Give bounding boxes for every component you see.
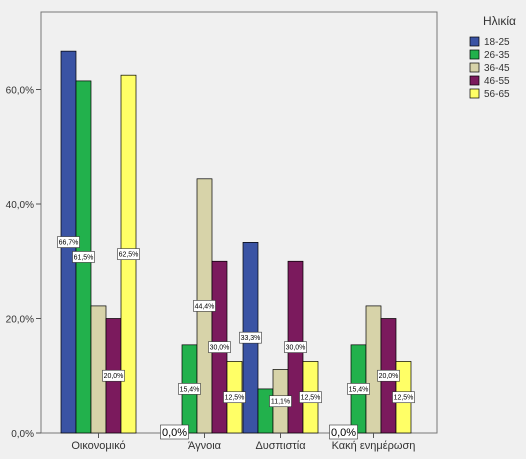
data-label-box [102, 369, 125, 382]
data-label-46-55-1: 20,0% [102, 369, 125, 382]
data-label-56-65-1: 62,5% [117, 248, 140, 260]
bars-layer [60, 50, 412, 434]
data-label-text: 0,0% [331, 427, 356, 439]
legend-swatch [469, 75, 480, 86]
legend-label: 36-45 [484, 63, 510, 74]
data-label-36-45-3: 11,1% [269, 395, 292, 408]
data-label-text: 66,7% [59, 240, 79, 247]
data-label-text: 15,4% [180, 386, 200, 393]
data-label-box [117, 248, 140, 260]
data-label-box [269, 395, 292, 408]
data-label-26-35-2: 15,4% [178, 383, 201, 395]
data-label-18-25-1: 66,7% [57, 236, 80, 248]
data-label-box [208, 341, 231, 353]
data-label-box [223, 391, 246, 404]
data-label-text: 12,5% [301, 395, 321, 402]
legend-label: 56-65 [484, 89, 510, 100]
legend-swatch [469, 62, 480, 73]
legend-item-26-35: 26-35 [469, 49, 510, 61]
data-label-text: 61,5% [74, 254, 94, 261]
data-label-box [347, 383, 370, 395]
data-label-18-25-4: 0,0% [329, 424, 358, 440]
data-label-18-25-2: 0,0% [160, 424, 189, 440]
data-label-box [72, 251, 95, 263]
x-tick-label: Δυσπιστία [255, 440, 306, 452]
bar-36-45-4 [365, 305, 382, 434]
data-label-text: 20,0% [379, 373, 399, 380]
x-tick-label: Κακή ενημέρωση [332, 440, 416, 452]
x-tick-label: Οικονομικό [71, 440, 125, 452]
legend-item-18-25: 18-25 [469, 36, 510, 48]
y-axis: 0,0% 20,0% 40,0% 60,0% [6, 86, 41, 440]
legend: Ηλικία 18-25 26-35 36-45 46-55 56-65 [469, 14, 516, 100]
data-label-46-55-3: 30,0% [284, 341, 307, 353]
y-tick-label: 0,0% [11, 429, 34, 440]
data-label-box [193, 300, 216, 312]
data-label-text: 20,0% [104, 373, 124, 380]
data-label-text: 33,3% [241, 335, 261, 342]
data-label-text: 62,5% [119, 252, 139, 259]
legend-item-36-45: 36-45 [469, 62, 510, 74]
legend-label: 46-55 [484, 76, 510, 87]
y-tick-label: 20,0% [6, 315, 34, 326]
data-label-box [160, 424, 189, 440]
y-tick-label: 60,0% [6, 86, 34, 97]
data-label-56-65-4: 12,5% [392, 391, 415, 404]
data-label-text: 12,5% [225, 395, 245, 402]
legend-label: 18-25 [484, 37, 510, 48]
data-label-36-45-2: 44,4% [193, 300, 216, 312]
data-label-box [57, 236, 80, 248]
data-label-text: 30,0% [286, 345, 306, 352]
data-label-46-55-2: 30,0% [208, 341, 231, 353]
data-labels-layer: 66,7% 61,5% 20,0% 62,5% 0,0% 15,4% 44,4% 30,0% 1… [57, 236, 415, 440]
x-tick-label: Άγνοια [188, 440, 222, 452]
data-label-text: 44,4% [195, 303, 215, 310]
data-label-text: 30,0% [210, 345, 230, 352]
data-label-box [178, 383, 201, 395]
data-label-text: 15,4% [349, 386, 369, 393]
legend-swatch [469, 36, 480, 47]
data-label-26-35-1: 61,5% [72, 251, 95, 263]
data-label-box [239, 331, 262, 344]
legend-label: 26-35 [484, 50, 510, 61]
data-label-box [299, 391, 322, 404]
data-label-box [284, 341, 307, 353]
data-label-text: 0,0% [162, 427, 187, 439]
data-label-56-65-2: 12,5% [223, 391, 246, 404]
data-label-text: 12,5% [394, 395, 414, 402]
legend-item-46-55: 46-55 [469, 75, 510, 87]
data-label-box [377, 369, 400, 382]
legend-swatch [469, 88, 480, 99]
data-label-56-65-3: 12,5% [299, 391, 322, 404]
data-label-46-55-4: 20,0% [377, 369, 400, 382]
data-label-18-25-3: 33,3% [239, 331, 262, 344]
legend-item-56-65: 56-65 [469, 88, 510, 100]
data-label-text: 11,1% [271, 399, 290, 406]
data-label-box [392, 391, 415, 404]
data-label-box [329, 424, 358, 440]
x-axis: Οικονομικό Άγνοια Δυσπιστία Κακή ενημέρωση [71, 433, 415, 452]
legend-swatch [469, 49, 480, 60]
legend-title: Ηλικία [483, 14, 516, 28]
data-label-26-35-4: 15,4% [347, 383, 370, 395]
bar-36-45-1 [90, 305, 107, 434]
y-tick-label: 40,0% [6, 200, 34, 211]
